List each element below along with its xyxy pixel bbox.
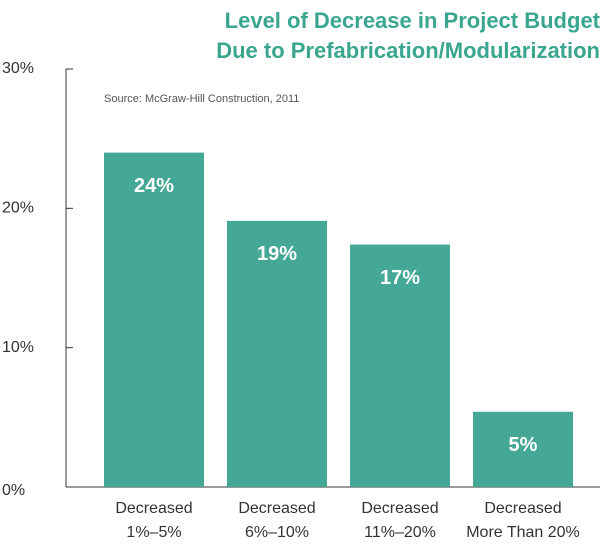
x-tick-label: Decreased — [238, 500, 315, 517]
chart-title: Due to Prefabrication/Modularization — [216, 38, 600, 63]
x-tick-label: 1%–5% — [126, 524, 181, 541]
x-tick-label: Decreased — [115, 500, 192, 517]
data-label: 5% — [509, 434, 538, 456]
data-label: 19% — [257, 243, 297, 265]
x-tick-label: More Than 20% — [466, 524, 580, 541]
chart-subtitle: Source: McGraw-Hill Construction, 2011 — [104, 93, 299, 105]
data-label: 24% — [134, 175, 174, 197]
bar — [104, 152, 204, 487]
chart-title: Level of Decrease in Project Budget — [225, 8, 601, 33]
bar — [227, 220, 327, 487]
x-tick-label: 6%–10% — [245, 524, 309, 541]
y-tick-label: 30% — [2, 60, 34, 77]
y-tick-label: 20% — [2, 200, 34, 217]
bar — [350, 244, 450, 487]
y-tick-label: 0% — [2, 482, 25, 499]
x-tick-label: Decreased — [484, 500, 561, 517]
bar — [473, 411, 573, 487]
y-tick-label: 10% — [2, 339, 34, 356]
x-tick-label: 11%–20% — [364, 524, 436, 541]
x-tick-label: Decreased — [361, 500, 438, 517]
data-label: 17% — [380, 267, 420, 289]
